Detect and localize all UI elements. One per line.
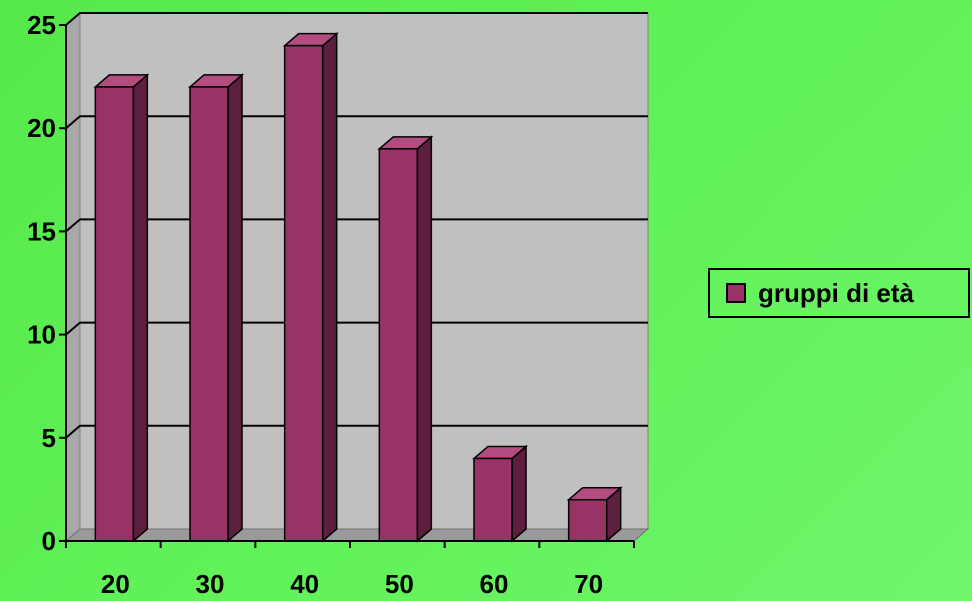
x-tick-label: 60 bbox=[480, 569, 509, 599]
x-tick-label: 30 bbox=[196, 569, 225, 599]
bar-side bbox=[132, 73, 149, 543]
plot-back-wall bbox=[79, 12, 649, 530]
legend-swatch bbox=[726, 283, 746, 303]
bar-front bbox=[378, 148, 419, 542]
bar bbox=[566, 486, 623, 543]
bar-front bbox=[189, 86, 229, 542]
plot-floor bbox=[64, 528, 650, 542]
y-tick-label: 15 bbox=[27, 216, 56, 246]
y-tick-label: 10 bbox=[27, 320, 56, 350]
x-tick-label: 70 bbox=[574, 569, 603, 599]
axes bbox=[59, 24, 635, 548]
gridline bbox=[65, 115, 648, 129]
bar-side bbox=[321, 32, 338, 543]
x-tick-label: 50 bbox=[385, 569, 414, 599]
bar-side bbox=[416, 135, 433, 543]
bar-front bbox=[473, 457, 513, 542]
bar bbox=[93, 73, 150, 543]
y-tick-label: 20 bbox=[27, 113, 56, 143]
gridline bbox=[65, 424, 648, 439]
bar bbox=[282, 32, 339, 543]
bar-front bbox=[94, 86, 135, 542]
gridline bbox=[65, 321, 648, 336]
y-tick-label: 25 bbox=[27, 10, 56, 40]
y-tick-labels: 0 5 10 15 20 25 bbox=[27, 10, 56, 556]
y-tick-label: 5 bbox=[42, 423, 56, 453]
bar-side bbox=[511, 444, 527, 543]
legend-label: gruppi di età bbox=[758, 277, 914, 308]
bar-front bbox=[567, 498, 608, 542]
bar-front bbox=[283, 44, 324, 542]
x-tick-label: 40 bbox=[290, 569, 319, 599]
gridline bbox=[65, 12, 648, 26]
x-tick-labels: 20 30 40 50 60 70 bbox=[101, 569, 603, 599]
bars bbox=[93, 32, 623, 543]
x-tick-label: 20 bbox=[101, 569, 130, 599]
bar bbox=[471, 444, 529, 543]
bar bbox=[187, 73, 245, 543]
y-tick-label: 0 bbox=[42, 526, 56, 556]
plot-area bbox=[64, 11, 650, 543]
legend: gruppi di età bbox=[708, 268, 970, 318]
bar-side bbox=[227, 73, 243, 543]
bar bbox=[377, 135, 434, 543]
gridline bbox=[65, 218, 648, 233]
plot-side-wall bbox=[65, 11, 81, 543]
